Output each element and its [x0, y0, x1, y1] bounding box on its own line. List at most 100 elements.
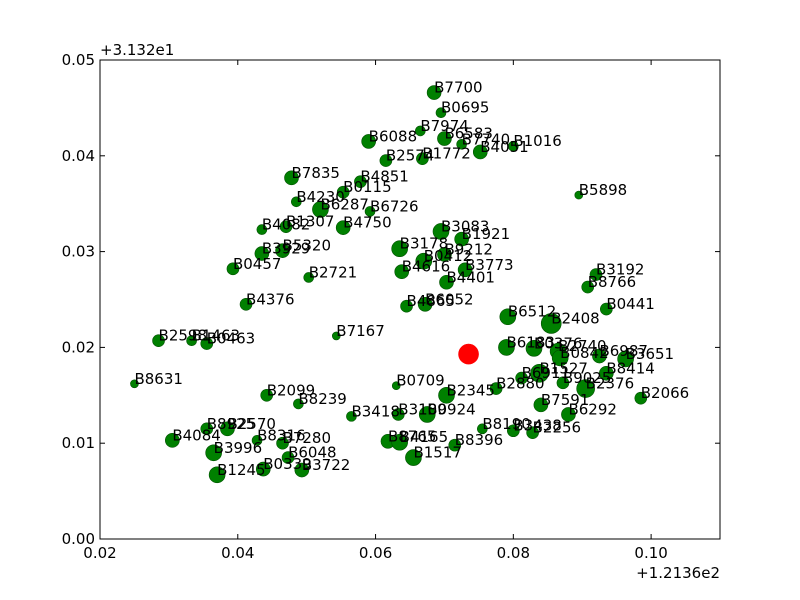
x-tick-label: 0.10: [634, 544, 667, 562]
data-point: [617, 350, 634, 368]
data-point: [437, 247, 452, 262]
point-label: B7740: [462, 130, 510, 148]
data-point: [400, 299, 413, 313]
point-label: B5898: [579, 181, 627, 199]
y-tick-label: 0.00: [62, 530, 95, 548]
point-label: B7167: [336, 322, 384, 340]
point-label: B3109: [398, 400, 446, 418]
y-tick-label: 0.02: [62, 338, 95, 356]
data-point: [489, 382, 503, 395]
point-label: B9025: [563, 369, 611, 387]
point-label: B6292: [568, 400, 616, 418]
point-label: B2099: [267, 381, 315, 399]
data-point: [416, 152, 429, 165]
points-layer: [130, 85, 648, 484]
data-point: [391, 433, 408, 451]
data-point: [294, 462, 310, 478]
data-point: [391, 408, 405, 421]
point-label: B0842: [560, 344, 608, 362]
point-label: B4376: [246, 290, 294, 308]
data-point: [281, 451, 295, 464]
data-point: [405, 449, 422, 466]
data-point: [561, 407, 576, 422]
data-point: [361, 134, 376, 149]
data-point: [260, 388, 274, 402]
data-point: [335, 220, 351, 235]
data-point: [454, 231, 469, 247]
x-tick-label: 0.08: [497, 544, 530, 562]
data-point: [200, 337, 214, 350]
point-label: B2376: [586, 375, 634, 393]
data-point: [589, 268, 603, 281]
point-label: B6512: [508, 303, 556, 321]
point-label: B4865: [407, 292, 455, 310]
point-label: B8239: [298, 390, 346, 408]
data-point: [498, 339, 515, 356]
point-label: B1016: [513, 132, 561, 150]
data-point: [354, 175, 367, 188]
point-label: B1245: [217, 461, 265, 479]
point-label: B0709: [396, 372, 444, 390]
point-label: B3418: [351, 402, 399, 420]
x-tick-label: 0.04: [221, 544, 254, 562]
data-point: [239, 297, 253, 311]
data-point: [205, 444, 222, 462]
data-point: [208, 466, 226, 484]
point-label: B8765: [388, 427, 436, 445]
data-point: [456, 139, 467, 150]
data-point: [530, 363, 549, 383]
data-point: [415, 252, 433, 270]
point-label: B0457: [233, 255, 281, 273]
point-label: B6987: [599, 342, 647, 360]
data-point: [457, 262, 473, 278]
data-point: [576, 379, 595, 398]
point-label: B8190: [482, 415, 530, 433]
point-label: B4230: [296, 188, 344, 206]
data-point: [415, 125, 426, 137]
data-point: [331, 331, 341, 341]
data-point: [276, 436, 289, 450]
data-point: [540, 313, 562, 334]
data-point: [499, 308, 517, 326]
data-point: [426, 85, 442, 100]
data-point: [226, 262, 240, 276]
point-label: B1921: [462, 225, 510, 243]
data-point: [418, 406, 436, 423]
x-tick-label: 0.06: [359, 544, 392, 562]
data-point: [581, 280, 595, 294]
data-point: [312, 201, 329, 218]
data-point: [417, 296, 433, 312]
point-label: B8414: [606, 359, 654, 377]
data-point: [599, 365, 614, 381]
x-tick-label: 0.02: [83, 544, 116, 562]
point-label: B6287: [320, 195, 368, 213]
point-label: B8396: [455, 431, 503, 449]
data-point: [256, 224, 268, 235]
point-label: B6052: [425, 290, 473, 308]
data-point: [336, 185, 350, 199]
point-label: B3722: [302, 456, 350, 474]
data-point: [526, 426, 539, 439]
point-label: B8925: [207, 415, 255, 433]
point-label: B4165: [400, 428, 448, 446]
point-label: B3178: [400, 235, 448, 253]
data-point: [515, 371, 528, 385]
point-label: B0441: [606, 295, 654, 313]
point-label: B1517: [413, 444, 461, 462]
point-label: B3929: [262, 240, 310, 258]
point-label: B2721: [309, 263, 357, 281]
data-point: [634, 391, 648, 405]
data-point: [200, 422, 214, 436]
point-label: B2570: [227, 415, 275, 433]
point-label: B0463: [207, 330, 255, 348]
point-label: B4616: [402, 258, 450, 276]
data-point: [394, 264, 410, 280]
y-tick-label: 0.04: [62, 147, 95, 165]
point-label: B6183: [506, 333, 554, 351]
data-point: [551, 349, 569, 367]
y-tick-label: 0.03: [62, 243, 95, 261]
data-point: [391, 240, 408, 258]
data-point: [439, 274, 454, 290]
y-tick-label: 0.01: [62, 434, 95, 452]
